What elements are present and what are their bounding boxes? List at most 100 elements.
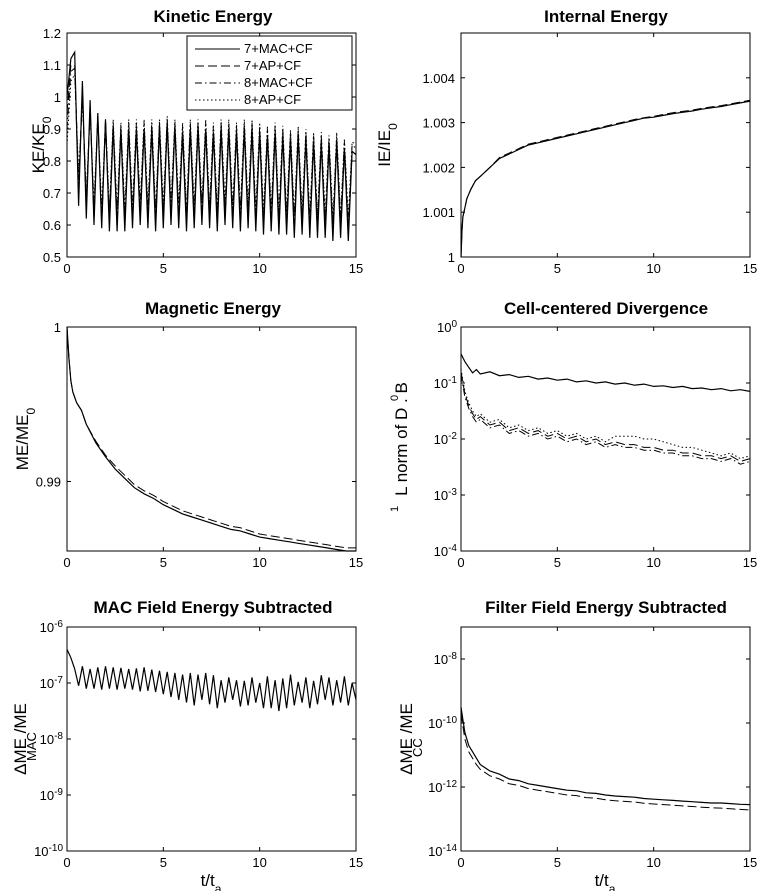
y-tick-label: 10-7 [40,675,64,692]
internal-energy-ylabel-main: IE/IE [375,130,394,167]
series-line-dashdot [460,374,751,465]
magnetic-energy-panel: Magnetic Energy 0 5 10 150.991 ME/ME0 [13,299,363,570]
mac-field-energy-axes-frame [66,626,357,852]
y-tick-label: 10-10 [428,715,457,732]
magnetic-energy-series [66,326,356,552]
x-tick-label: 0 [457,855,464,870]
y-tick-label: 10-2 [434,431,458,448]
legend-entry-2: 7+AP+CF [244,58,301,73]
series-line-solid [66,649,357,712]
mac-field-energy-ylabel-main: ΔME /ME [11,703,30,775]
filter-field-energy-ylabel: ΔME /ME [397,703,416,775]
mac-field-energy-panel: MAC Field Energy Subtracted 0 5 10 15 10-10 1… [11,598,363,891]
y-tick-label: 10-1 [434,375,458,392]
mac-field-energy-ticks: 0 5 10 15 10-10 10-9 10-8 10-7 10-6 [34,619,363,871]
kinetic-energy-ticks: 0 5 10 15 0.5 0.6 0.7 0.8 0.9 1 1.1 1.2 [43,26,363,276]
cell-centered-divergence-ylabel: L norm of D . B [392,382,411,496]
y-tick-label: 1.1 [43,58,61,73]
series-line-solid [66,326,356,552]
x-tick-label: 0 [63,261,70,276]
mac-field-energy-ylabel: ΔME /ME [11,703,30,775]
x-tick-label: 5 [160,555,167,570]
mac-field-energy-title: MAC Field Energy Subtracted [94,598,333,617]
x-tick-label: 0 [457,555,464,570]
x-tick-label: 10 [646,555,660,570]
internal-energy-panel: Internal Energy 0 5 10 15 1 1.001 1.002 1.003 1.… [375,7,757,276]
kinetic-energy-title: Kinetic Energy [153,7,273,26]
y-tick-label: 10-10 [34,843,63,860]
y-tick-label: 10-9 [40,787,64,804]
x-tick-label: 0 [457,261,464,276]
x-tick-label: 15 [743,261,757,276]
cell-centered-divergence-axes-frame [460,326,751,552]
series-line-dashed [66,64,357,235]
cell-centered-divergence-ticks: 0 5 10 15 10-4 10-3 10-2 10-1 100 [434,319,758,571]
x-tick-label: 5 [160,855,167,870]
y-tick-label: 1.003 [422,116,455,131]
kinetic-energy-series [66,50,357,242]
y-tick-label: 1 [54,90,61,105]
cell-centered-divergence-ylabel-sup-0: 0 [389,395,401,401]
legend-box [186,35,353,111]
y-tick-label: 0.99 [36,474,61,489]
series-line-dotted [460,368,751,460]
kinetic-energy-panel: Kinetic Energy 0 5 10 15 0.5 0.6 0.7 0.8 0.9 1 1.1… [29,7,363,276]
filter-field-energy-ylabel-main: ΔME /ME [397,703,416,775]
internal-energy-series [460,99,751,258]
x-tick-label: 5 [554,261,561,276]
y-tick-label: 0.6 [43,218,61,233]
y-tick-label: 10-3 [434,487,458,504]
x-tick-label: 5 [554,855,561,870]
series-line-solid [460,100,751,258]
legend-entry-3: 8+MAC+CF [244,75,313,90]
filter-field-energy-axes-frame [460,626,751,852]
y-tick-label: 0.9 [43,122,61,137]
magnetic-energy-ylabel-main: ME/ME [13,414,32,470]
x-tick-label: 0 [63,855,70,870]
y-tick-label: 10-4 [434,543,458,560]
series-line-dotted [66,72,357,219]
series-line-dashed [460,371,751,462]
filter-field-energy-xlabel: t/ta [595,871,616,891]
y-tick-label: 0.5 [43,250,61,265]
internal-energy-ylabel-sub: 0 [386,123,400,130]
internal-energy-title: Internal Energy [544,7,668,26]
y-tick-label: 1.004 [422,71,455,86]
magnetic-energy-ticks: 0 5 10 15 0.99 1 [36,320,364,570]
y-tick-label: 100 [437,319,457,336]
mac-field-energy-series [66,649,357,712]
legend-entry-4: 8+AP+CF [244,92,301,107]
series-line-dashed [460,99,751,258]
x-tick-label: 0 [63,555,70,570]
x-tick-label: 10 [252,855,266,870]
cell-centered-divergence-panel: Cell-centered Divergence 0 5 10 1510-410-31… [389,299,757,570]
kinetic-energy-ylabel-sub: 0 [40,116,54,123]
filter-field-energy-ylabel-sub: CC [410,738,425,757]
cell-centered-divergence-ylabel-sup-1: 1 [389,506,401,512]
x-tick-label: 15 [349,855,363,870]
filter-field-energy-xlabel-main: t/t [595,871,609,890]
y-tick-label: 1.002 [422,160,455,175]
x-tick-label: 15 [743,555,757,570]
y-tick-label: 1.2 [43,26,61,41]
y-tick-label: 10-12 [428,779,457,796]
kinetic-energy-ylabel: KE/KE0 [29,116,54,173]
filter-field-energy-title: Filter Field Energy Subtracted [485,598,727,617]
magnetic-energy-ylabel-sub: 0 [24,407,38,414]
y-tick-label: 1.001 [422,205,455,220]
cell-centered-divergence-title: Cell-centered Divergence [504,299,708,318]
filter-field-energy-panel: Filter Field Energy Subtracted 0 5 10 15 10-… [397,598,757,891]
mac-field-energy-ylabel-sub: MAC [24,732,39,761]
y-tick-label: 10-6 [40,619,64,636]
x-tick-label: 15 [349,261,363,276]
y-tick-label: 10-14 [428,843,457,860]
filter-field-energy-series [460,706,751,811]
x-tick-label: 5 [554,555,561,570]
series-line-solid [460,706,751,806]
kinetic-energy-legend: 7+MAC+CF 7+AP+CF 8+MAC+CF 8+AP+CF [186,35,353,111]
filter-field-energy-xlabel-sub: a [609,882,616,891]
y-tick-label: 10-8 [434,651,458,668]
series-line-solid [460,353,751,392]
y-tick-label: 1 [54,320,61,335]
